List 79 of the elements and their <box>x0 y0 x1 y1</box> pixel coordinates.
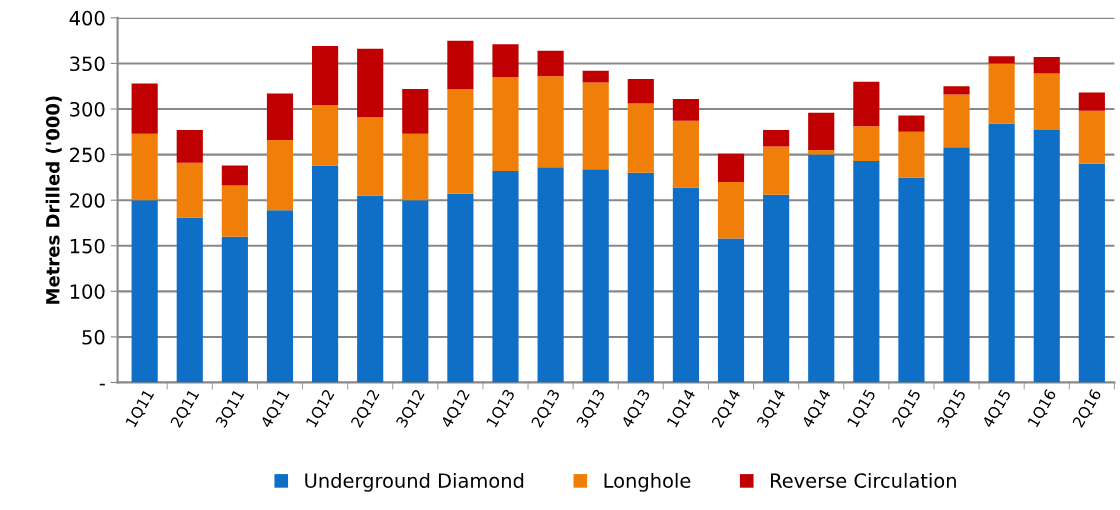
bar <box>943 147 970 383</box>
bar <box>672 120 699 188</box>
bar <box>898 177 925 383</box>
y-tick-label: - <box>99 383 105 386</box>
bar <box>1078 110 1105 164</box>
legend-label: Reverse Circulation <box>771 472 956 488</box>
bar <box>808 154 835 383</box>
y-tick-label: 250 <box>70 147 105 163</box>
bar <box>898 115 925 132</box>
bar <box>1078 92 1105 111</box>
bar <box>988 63 1015 124</box>
bar <box>627 78 654 104</box>
bar <box>763 194 790 383</box>
bar <box>988 56 1015 64</box>
y-tick-label: 300 <box>70 101 105 117</box>
bar <box>763 129 790 147</box>
bar <box>221 236 248 383</box>
bar <box>447 193 474 383</box>
bar <box>266 210 294 383</box>
bar <box>537 76 564 168</box>
bar <box>672 98 699 121</box>
bar <box>582 82 609 170</box>
bar <box>131 133 158 201</box>
bar <box>898 131 925 178</box>
bar <box>312 46 339 106</box>
bar <box>627 103 654 173</box>
y-tick-label: 150 <box>70 238 105 254</box>
bar <box>492 77 519 171</box>
y-tick-label: 50 <box>82 329 105 345</box>
bar <box>402 88 429 134</box>
bar <box>131 83 158 134</box>
bar <box>492 171 519 383</box>
bar <box>1033 129 1060 383</box>
bar <box>131 200 158 383</box>
bar <box>402 133 429 201</box>
bar <box>853 126 880 161</box>
bar <box>447 88 474 194</box>
bar <box>492 44 519 78</box>
bar <box>717 238 745 383</box>
bar <box>221 185 248 237</box>
bar <box>763 146 790 195</box>
bar <box>853 81 880 127</box>
bar <box>853 160 880 383</box>
bar <box>1033 57 1060 74</box>
bar <box>943 86 970 95</box>
bar <box>717 181 745 239</box>
bar <box>402 200 429 383</box>
bar <box>357 48 384 118</box>
y-tick-label: 400 <box>69 10 105 26</box>
bar <box>627 172 654 383</box>
bar <box>176 162 203 218</box>
bar <box>447 40 474 89</box>
bar <box>1033 73 1060 130</box>
bar <box>988 123 1015 383</box>
bar <box>672 187 699 383</box>
bar <box>312 105 339 166</box>
y-axis-title: Metres Drilled ('000) <box>45 96 62 304</box>
bar <box>357 195 384 383</box>
bar <box>717 153 745 182</box>
bar <box>176 129 203 163</box>
y-tick-label: 350 <box>70 56 105 72</box>
bar <box>582 169 609 383</box>
legend-label: Underground Diamond <box>305 472 524 492</box>
bar <box>357 117 384 196</box>
bar <box>537 167 564 383</box>
y-tick-label: 200 <box>70 193 105 208</box>
legend-label: Longhole <box>604 472 691 492</box>
bar <box>943 94 970 148</box>
bar <box>1078 163 1105 383</box>
bar <box>808 112 835 151</box>
bar <box>808 150 835 155</box>
bar <box>582 70 609 83</box>
bar <box>537 50 564 77</box>
bar <box>176 217 203 383</box>
y-tick-label: 100 <box>70 284 105 299</box>
bar <box>221 165 248 186</box>
bar <box>266 140 294 211</box>
bar <box>266 93 294 141</box>
bar <box>312 165 339 383</box>
